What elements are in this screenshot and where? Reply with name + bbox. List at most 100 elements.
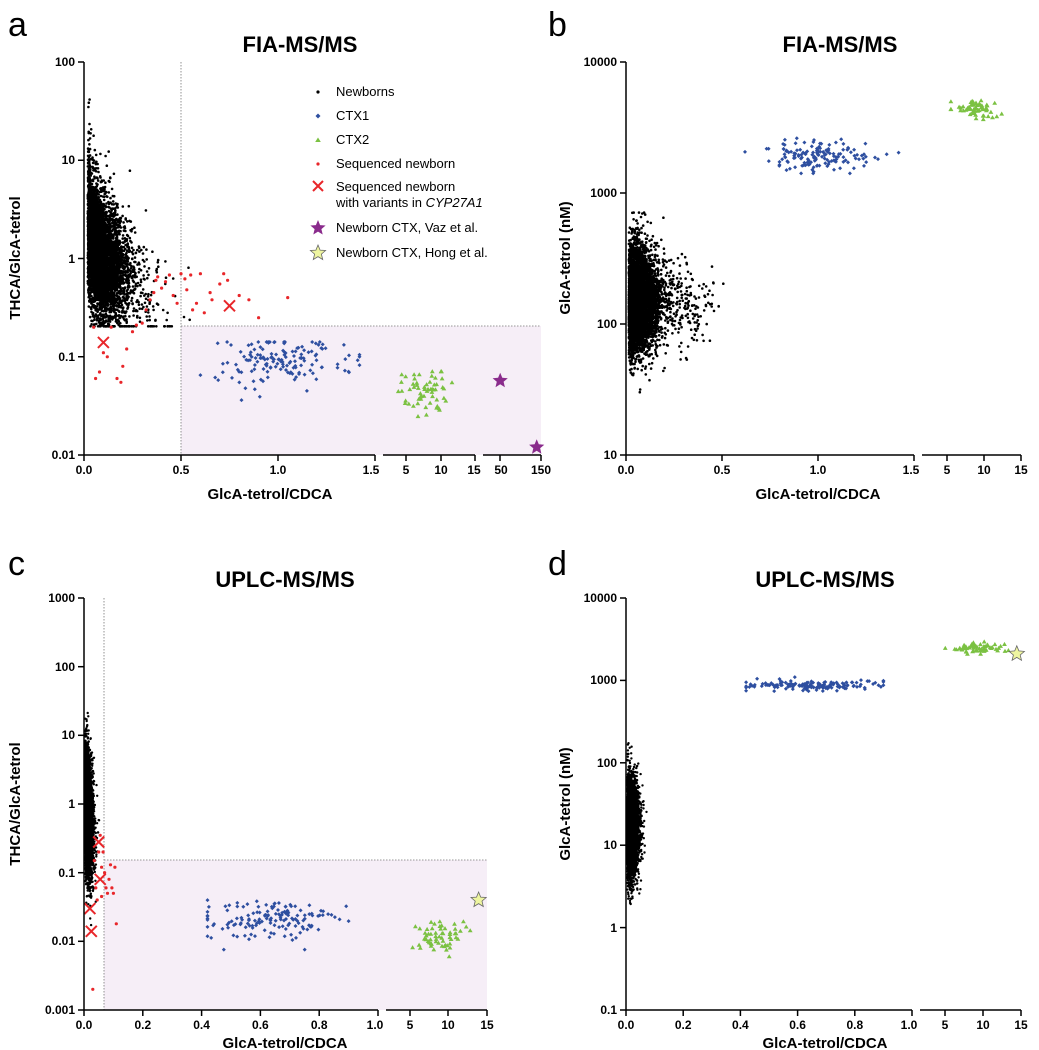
newborn-point — [97, 302, 100, 306]
newborn-point — [143, 265, 146, 268]
newborn-point — [182, 315, 186, 319]
newborn-point — [91, 305, 94, 308]
newborn-point — [128, 273, 132, 276]
newborn-point — [123, 240, 127, 243]
newborn-point — [112, 265, 115, 269]
newborn-point — [121, 237, 124, 240]
newborn-point — [87, 249, 91, 252]
newborn-point — [98, 258, 101, 262]
newborn-point — [125, 279, 128, 282]
newborn-point — [95, 242, 98, 246]
newborn-point — [92, 204, 95, 208]
newborn-point — [109, 286, 112, 290]
newborn-point — [130, 230, 133, 233]
newborn-point — [132, 265, 135, 269]
newborn-point — [97, 269, 101, 272]
newborn-point — [149, 325, 153, 328]
newborn-point — [143, 278, 146, 281]
newborn-point — [101, 314, 104, 318]
newborn-point — [154, 319, 157, 322]
newborn-point — [98, 293, 102, 296]
newborn-point — [93, 222, 96, 225]
newborn-point — [126, 242, 129, 245]
newborn-point — [109, 196, 112, 200]
newborn-point — [134, 271, 137, 275]
newborn-point — [105, 267, 108, 270]
newborn-point — [91, 311, 95, 315]
newborn-point — [90, 220, 93, 223]
newborn-point — [99, 188, 103, 192]
newborn-point — [143, 294, 146, 297]
newborn-point — [118, 217, 121, 221]
newborn-point — [90, 238, 93, 242]
newborn-point — [117, 297, 121, 300]
newborn-point — [111, 316, 115, 320]
newborn-point — [134, 251, 138, 255]
newborn-point — [138, 320, 142, 324]
newborn-point — [126, 259, 129, 263]
newborn-point — [106, 230, 109, 233]
newborn-point — [108, 219, 112, 222]
newborn-point — [115, 305, 118, 308]
newborn-point — [93, 148, 97, 152]
newborn-point — [128, 315, 131, 318]
newborn-point — [107, 243, 111, 246]
newborn-point — [88, 179, 91, 182]
newborn-point — [121, 280, 125, 284]
newborn-point — [99, 302, 102, 306]
newborn-point — [89, 265, 92, 269]
newborn-point — [97, 209, 100, 212]
newborn-point — [96, 167, 100, 170]
newborn-point — [103, 185, 107, 189]
newborn-point — [97, 272, 101, 275]
newborn-point — [131, 276, 134, 280]
newborn-point — [89, 267, 93, 271]
newborn-point — [90, 216, 94, 219]
newborn-point — [136, 248, 139, 252]
newborn-point — [98, 306, 102, 310]
newborn-point — [122, 221, 125, 224]
newborn-point — [105, 202, 108, 205]
newborn-point — [96, 232, 99, 235]
newborn-point — [111, 247, 115, 250]
newborn-point — [89, 206, 93, 209]
newborn-point — [117, 278, 120, 282]
newborn-point — [103, 307, 107, 310]
newborn-point — [96, 254, 99, 258]
newborn-point — [91, 165, 94, 169]
newborn-point — [89, 283, 93, 287]
newborn-point — [112, 275, 115, 279]
newborn-point — [106, 195, 109, 199]
newborn-point — [87, 254, 90, 258]
newborn-point — [91, 161, 95, 165]
newborn-point — [138, 283, 142, 287]
panel-a-title: FIA-MS/MS — [243, 32, 358, 57]
newborn-point — [97, 242, 100, 246]
newborn-point — [126, 296, 130, 300]
newborn-point — [139, 280, 143, 284]
newborn-point — [139, 291, 143, 295]
newborn-point — [137, 262, 141, 266]
newborn-point — [117, 243, 120, 246]
newborn-point — [107, 215, 111, 218]
newborn-point — [113, 230, 117, 233]
newborn-point — [102, 266, 105, 269]
newborn-point — [98, 253, 101, 256]
newborn-point — [91, 179, 95, 183]
newborn-point — [102, 291, 105, 294]
newborn-point — [146, 319, 149, 322]
newborn-point — [92, 232, 96, 235]
newborn-point — [140, 303, 144, 306]
newborn-point — [135, 275, 138, 279]
newborn-point — [112, 309, 115, 312]
newborn-point — [95, 262, 99, 266]
newborn-point — [121, 205, 125, 208]
newborn-point — [170, 325, 174, 328]
newborn-point — [145, 258, 148, 261]
newborn-point — [126, 255, 129, 259]
newborn-point — [94, 239, 98, 243]
newborn-point — [88, 201, 91, 205]
newborn-point — [87, 158, 91, 162]
newborn-point — [108, 176, 112, 179]
newborn-point — [120, 303, 124, 307]
